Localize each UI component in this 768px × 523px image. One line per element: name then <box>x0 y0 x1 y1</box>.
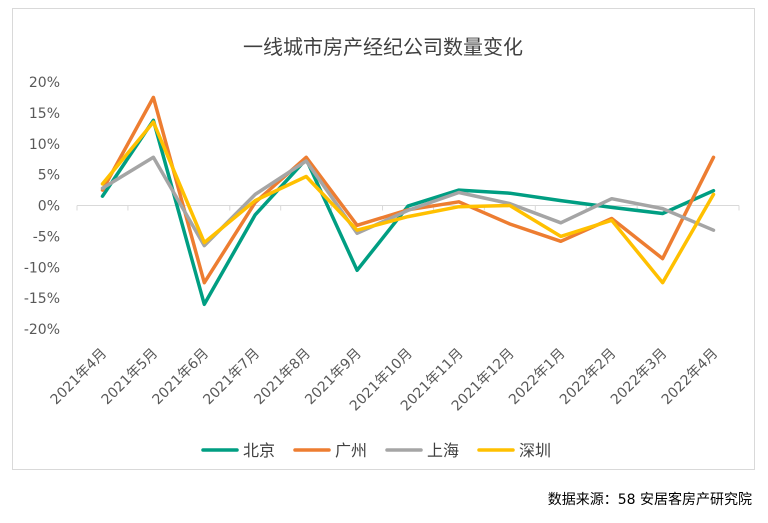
source-note: 数据来源：58 安居客房产研究院 <box>547 492 752 508</box>
series-line <box>100 95 716 285</box>
y-tick-label: -15% <box>24 291 60 307</box>
y-tick-label: 5% <box>38 168 60 184</box>
y-tick-label: 20% <box>29 75 60 91</box>
y-tick-label: 10% <box>29 137 60 153</box>
legend-label: 北京 <box>243 441 275 460</box>
x-axis-labels: 2021年4月2021年5月2021年6月2021年7月2021年8月2021年… <box>48 346 722 415</box>
y-tick-label: 15% <box>29 106 60 122</box>
line-chart: 一线城市房产经纪公司数量变化 -20% -15% -10% -5% 0% 5% 10% 15%… <box>24 35 740 460</box>
series-line <box>100 155 716 248</box>
legend: 北京 广州 上海 深圳 <box>201 441 551 460</box>
series-line <box>100 120 716 285</box>
series-lines <box>100 95 716 307</box>
y-tick-label: -5% <box>33 229 60 245</box>
series-line <box>100 118 716 307</box>
y-tick-label: 0% <box>38 199 60 215</box>
y-tick-label: -10% <box>24 260 60 276</box>
legend-label: 深圳 <box>519 441 551 460</box>
legend-label: 上海 <box>427 441 459 460</box>
y-axis-labels: -20% -15% -10% -5% 0% 5% 10% 15% 20% <box>24 75 60 338</box>
chart-title: 一线城市房产经纪公司数量变化 <box>243 35 523 59</box>
y-tick-label: -20% <box>24 322 60 338</box>
chart-frame: 一线城市房产经纪公司数量变化 -20% -15% -10% -5% 0% 5% 10% 15%… <box>12 8 755 470</box>
legend-label: 广州 <box>335 441 367 460</box>
